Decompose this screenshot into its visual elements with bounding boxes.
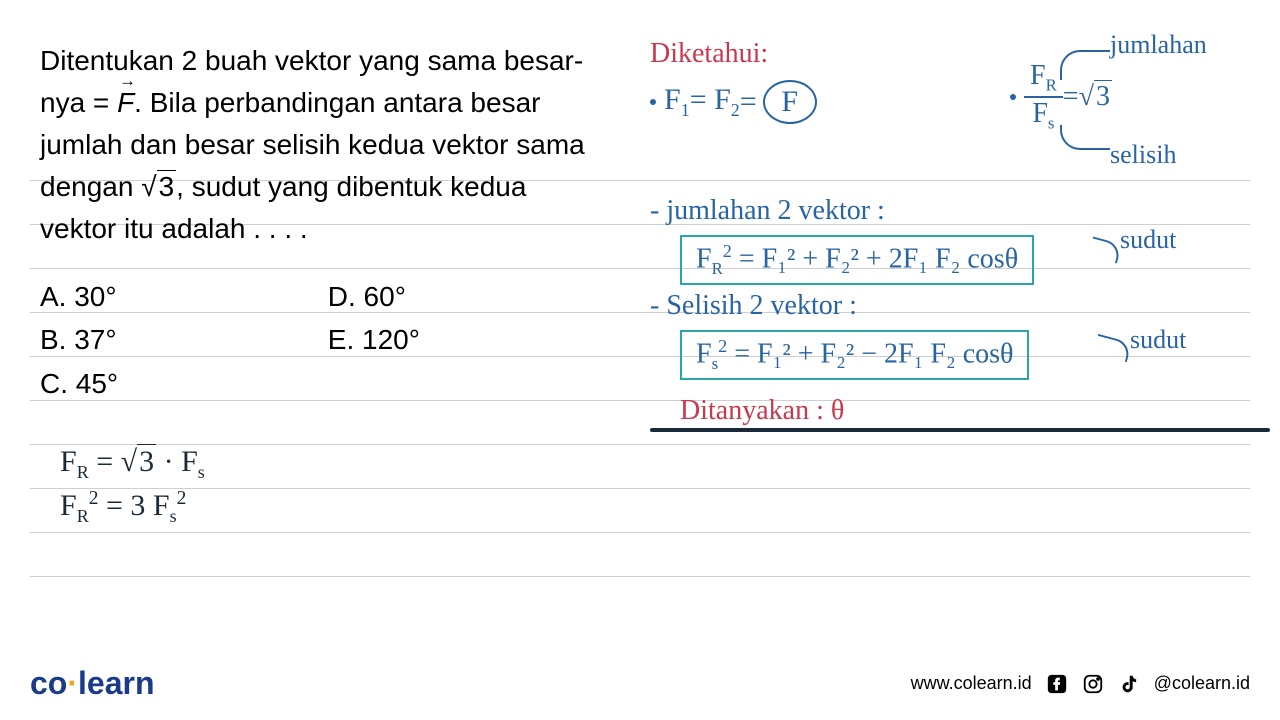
vector-f: F — [117, 82, 134, 124]
footer-handle: @colearn.id — [1154, 673, 1250, 694]
answer-options: A. 30° B. 37° C. 45° D. 60° E. 120° — [40, 275, 420, 405]
footer: co·learn www.colearn.id @colearn.id — [30, 665, 1250, 702]
tiktok-icon — [1118, 673, 1140, 695]
sqrt-3: 3 — [141, 166, 176, 208]
footer-url: www.colearn.id — [911, 673, 1032, 694]
logo: co·learn — [30, 665, 154, 702]
ruled-line — [30, 576, 1250, 577]
arrow-sudut1-icon — [1088, 236, 1122, 263]
logo-learn: learn — [78, 665, 154, 701]
bullet-icon — [1010, 94, 1016, 100]
ruled-line — [30, 268, 1250, 269]
option-a: A. 30° — [40, 275, 320, 318]
logo-dot-icon: · — [67, 665, 78, 701]
ruled-line — [30, 532, 1250, 533]
bullet-icon — [650, 99, 656, 105]
footer-right: www.colearn.id @colearn.id — [911, 673, 1250, 695]
arrow-up-icon — [1060, 50, 1110, 80]
fraction-fr-fs: FR Fs — [1024, 60, 1063, 133]
equation-f1f2: F1 = F2 = F — [650, 80, 817, 124]
circled-f: F — [763, 80, 817, 124]
section-jumlah: - jumlahan 2 vektor : — [650, 195, 885, 227]
question-line2-post: . Bila perbandingan antara besar — [134, 87, 540, 118]
content-area: Ditentukan 2 buah vektor yang sama besar… — [30, 30, 1250, 640]
formula-difference: Fs2 = F₁² + F₂² − 2F₁ F₂ cosθ — [680, 330, 1029, 380]
sudut-label-2: sudut — [1130, 325, 1186, 355]
sudut-label-1: sudut — [1120, 225, 1176, 255]
facebook-icon — [1046, 673, 1068, 695]
arrow-down-icon — [1060, 125, 1110, 150]
question-text: Ditentukan 2 buah vektor yang sama besar… — [40, 40, 620, 250]
diketahui-heading: Diketahui: — [650, 38, 768, 70]
option-b: B. 37° — [40, 318, 320, 361]
option-e: E. 120° — [328, 318, 420, 361]
eq-eq: = — [740, 85, 757, 119]
arrow-sudut2-icon — [1093, 334, 1132, 362]
eq-f2: = F2 — [690, 83, 740, 121]
f1: F1 — [664, 83, 690, 121]
question-line4-post: , sudut yang dibentuk kedua — [176, 171, 526, 202]
calc-line-1: FR = 3 · Fs — [60, 445, 205, 483]
option-d: D. 60° — [328, 275, 420, 318]
question-line4-pre: dengan — [40, 171, 141, 202]
jumlahan-label: jumlahan — [1110, 30, 1207, 60]
ratio-eq: = — [1063, 81, 1079, 113]
ruled-line — [30, 488, 1250, 489]
option-c: C. 45° — [40, 362, 320, 405]
instagram-icon — [1082, 673, 1104, 695]
question-line5: vektor itu adalah . . . . — [40, 213, 308, 244]
sqrt-3-ratio: 3 — [1079, 81, 1112, 113]
ditanyakan-heading: Ditanyakan : θ — [680, 395, 844, 427]
question-line2-pre: nya = — [40, 87, 117, 118]
calc-line-2: FR2 = 3 Fs2 — [60, 488, 186, 527]
underline — [650, 428, 1270, 432]
section-selisih: - Selisih 2 vektor : — [650, 290, 857, 322]
formula-resultant: FR2 = F₁² + F₂² + 2F₁ F₂ cosθ — [680, 235, 1034, 285]
selisih-label: selisih — [1110, 140, 1176, 170]
ruled-line — [30, 444, 1250, 445]
logo-co: co — [30, 665, 67, 701]
question-line3: jumlah dan besar selisih kedua vektor sa… — [40, 129, 585, 160]
